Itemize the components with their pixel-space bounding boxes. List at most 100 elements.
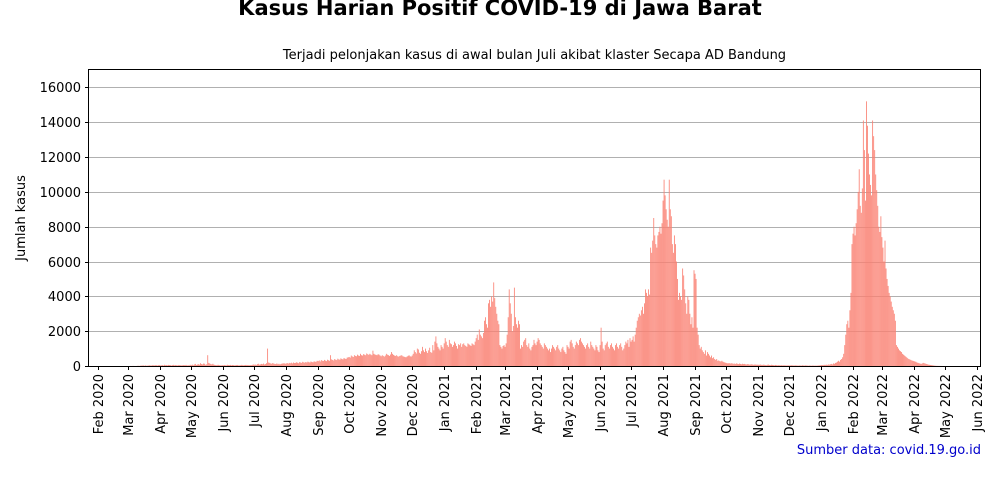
daily-case-bar: [665, 209, 667, 366]
daily-case-bar: [666, 219, 668, 366]
daily-case-bar: [189, 364, 191, 366]
daily-case-bar: [541, 346, 543, 366]
daily-case-bar: [463, 343, 465, 366]
daily-case-bar: [740, 363, 741, 366]
daily-case-bar: [608, 348, 610, 366]
daily-case-bar: [333, 360, 335, 366]
daily-case-bar: [159, 365, 161, 366]
daily-case-bar: [885, 268, 887, 366]
daily-case-bar: [337, 358, 339, 366]
daily-case-bar: [239, 365, 241, 366]
daily-case-bar: [201, 364, 202, 366]
daily-case-bar: [550, 352, 551, 366]
daily-case-bar: [640, 310, 642, 366]
daily-case-bar: [781, 365, 783, 366]
daily-case-bar: [874, 150, 876, 366]
daily-case-bar: [870, 184, 871, 366]
daily-case-bar: [822, 365, 824, 366]
daily-case-bar: [415, 353, 417, 366]
daily-case-bar: [406, 356, 408, 366]
daily-case-bar: [678, 299, 679, 366]
x-axis-ticks: Feb 2020 Mar 2020 Apr 2020 May 2020 Jun 2020…: [92, 366, 986, 438]
daily-case-bar: [444, 338, 446, 366]
daily-case-bar: [327, 359, 328, 366]
daily-case-bar: [532, 345, 534, 366]
daily-case-bar: [334, 359, 336, 366]
daily-case-bar: [466, 346, 468, 366]
daily-case-bar: [553, 346, 555, 366]
daily-case-bar: [710, 357, 711, 366]
daily-case-bar: [918, 363, 920, 366]
daily-case-bar: [848, 327, 850, 366]
daily-case-bar: [889, 296, 891, 366]
daily-case-bar: [606, 341, 608, 366]
daily-case-bar: [626, 343, 628, 366]
daily-case-bar: [607, 346, 609, 366]
daily-case-bar: [265, 364, 266, 366]
daily-case-bar: [930, 364, 931, 366]
daily-case-bar: [586, 345, 588, 366]
daily-case-bar: [752, 364, 754, 366]
daily-case-bar: [621, 346, 623, 366]
daily-case-bar: [459, 345, 461, 366]
daily-case-bar: [493, 282, 495, 366]
daily-case-bar: [518, 320, 519, 366]
daily-case-bar: [173, 364, 175, 366]
daily-case-bar: [925, 363, 927, 366]
daily-case-bar: [739, 363, 740, 366]
plot-frame: [88, 69, 981, 367]
y-tick-label: 14000: [40, 116, 81, 131]
daily-case-bar: [168, 364, 169, 366]
daily-case-bar: [787, 365, 789, 366]
daily-case-bar: [719, 361, 721, 366]
daily-case-bar: [849, 310, 851, 366]
daily-case-bar: [823, 364, 825, 366]
daily-case-bar: [481, 338, 483, 366]
daily-case-bar: [456, 345, 457, 366]
daily-case-bar: [372, 350, 374, 366]
daily-case-bar: [184, 365, 186, 366]
daily-case-bar: [386, 354, 388, 366]
daily-case-bar: [668, 179, 670, 366]
daily-case-bar: [373, 353, 375, 366]
daily-case-bar: [699, 348, 701, 366]
daily-case-bar: [891, 306, 893, 366]
daily-case-bar: [829, 364, 831, 366]
daily-case-bar: [872, 120, 874, 367]
daily-case-bar: [158, 364, 160, 366]
daily-case-bar: [877, 205, 879, 366]
daily-case-bar: [632, 336, 634, 366]
daily-case-bar: [494, 298, 496, 366]
daily-case-bar: [166, 365, 167, 366]
daily-case-bar: [472, 344, 474, 366]
daily-case-bar: [728, 363, 730, 366]
daily-case-bar: [486, 324, 487, 366]
daily-case-bar: [296, 362, 297, 366]
daily-case-bar: [747, 364, 749, 366]
daily-case-bar: [439, 350, 441, 366]
daily-case-bar: [604, 345, 606, 366]
daily-case-bar: [680, 296, 682, 366]
daily-case-bar: [688, 299, 690, 366]
daily-case-bar: [775, 364, 776, 366]
daily-case-bar: [913, 361, 915, 366]
daily-case-bar: [427, 352, 429, 366]
daily-case-bar: [702, 352, 704, 366]
daily-case-bar: [585, 348, 587, 366]
daily-case-bar: [215, 365, 217, 366]
daily-case-bar: [888, 292, 890, 366]
daily-case-bar: [142, 365, 144, 366]
daily-case-bar: [577, 345, 579, 366]
daily-case-bar: [663, 179, 665, 366]
daily-case-bar: [701, 350, 703, 366]
daily-case-bar: [854, 235, 856, 366]
daily-case-bar: [504, 346, 506, 366]
daily-case-bar: [908, 359, 910, 366]
daily-case-bar: [256, 364, 258, 366]
bars: [129, 101, 945, 367]
daily-case-bar: [906, 357, 908, 366]
daily-case-bar: [145, 365, 147, 366]
daily-case-bar: [303, 362, 305, 366]
daily-case-bar: [335, 359, 337, 366]
daily-case-bar: [748, 364, 750, 366]
